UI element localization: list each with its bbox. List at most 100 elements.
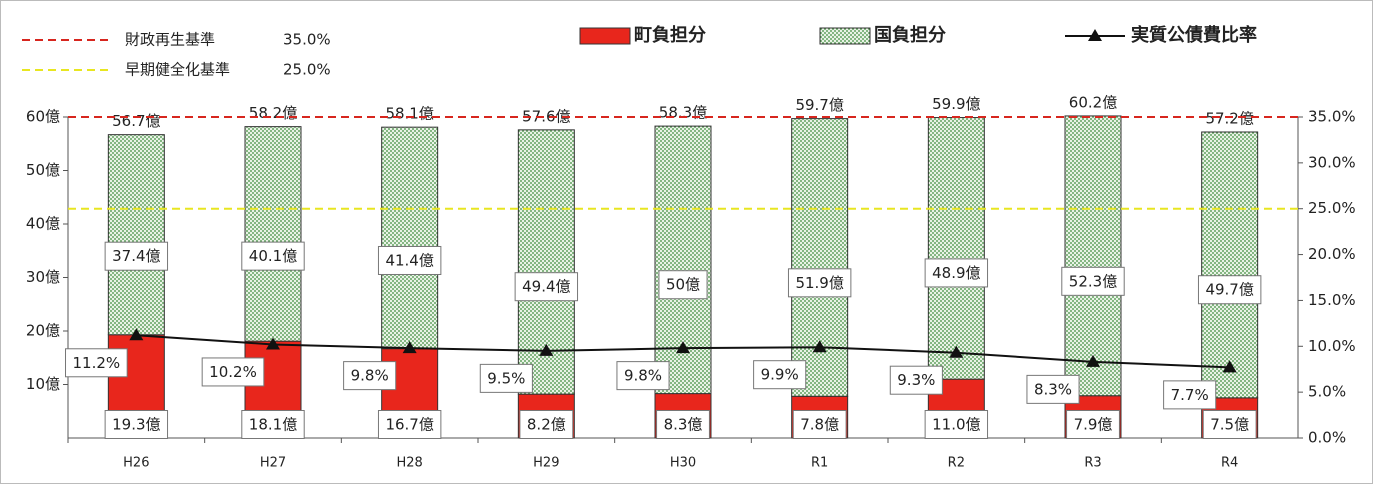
line-value-label-group: 9.5% (479, 363, 533, 393)
line-marker (402, 341, 417, 354)
x-tick-label: H28 (397, 456, 423, 471)
line-value-label: 8.3% (1034, 380, 1072, 398)
bar-value-label: 49.4億 (522, 278, 570, 296)
total-label: 58.3億 (659, 104, 707, 122)
line-value-label-group: 9.9% (753, 360, 807, 390)
y-tick-label: 10億 (26, 375, 60, 393)
line-value-label: 7.7% (1171, 386, 1209, 404)
legend-reference-value: 35.0% (283, 31, 331, 49)
y2-tick-label: 0.0% (1308, 429, 1346, 447)
bar-value-label-box (377, 245, 442, 275)
bar-value-label-group: 7.9億 (1066, 410, 1120, 439)
x-tick-label: H29 (533, 456, 559, 471)
bar-value-label-group: 18.1億 (241, 410, 305, 439)
total-label: 58.1億 (385, 105, 433, 123)
line-value-label-group: 11.2% (65, 348, 128, 378)
y-tick-label: 50億 (26, 161, 60, 179)
legend-label: 町負担分 (634, 24, 706, 46)
bar-value-label: 52.3億 (1069, 272, 1117, 290)
line-value-label-group: 8.3% (1026, 374, 1080, 404)
bar-segment (1064, 115, 1122, 397)
x-tick-label: R3 (1084, 456, 1101, 471)
bar-segment (791, 118, 849, 397)
line-value-label: 9.5% (487, 369, 525, 387)
line-value-label-box (479, 363, 533, 393)
line-value-label: 10.2% (209, 363, 257, 381)
bar-value-label: 37.4億 (112, 247, 160, 265)
bar-value-label-box (241, 241, 305, 271)
bar-value-label-box (792, 410, 847, 439)
line-marker (1222, 360, 1237, 373)
bar-value-label: 7.8億 (800, 416, 839, 434)
bar-value-label-box (241, 410, 305, 439)
total-label: 60.2億 (1069, 93, 1117, 111)
bar-value-label: 49.7億 (1205, 281, 1253, 299)
legend-label: 国負担分 (874, 24, 946, 46)
line-value-label-box (201, 357, 265, 387)
bar-value-label: 40.1億 (249, 247, 297, 265)
line-value-label-group: 9.8% (616, 361, 670, 391)
bar-value-label: 8.2億 (527, 416, 566, 434)
line-marker (129, 328, 144, 341)
bar-value-label-box (519, 410, 574, 439)
y-tick-label: 20億 (26, 322, 60, 340)
bar-value-label: 7.5億 (1210, 416, 1249, 434)
bar-value-label-group: 7.5億 (1202, 410, 1257, 439)
bar-value-label-group: 41.4億 (377, 245, 442, 275)
bar-value-label-group: 49.4億 (514, 272, 579, 302)
line-value-label: 9.8% (624, 367, 662, 385)
legend-label: 実質公債費比率 (1131, 24, 1257, 46)
bar-value-label-group: 7.8億 (792, 410, 847, 439)
bar-value-label-box (104, 410, 169, 439)
line-value-label-group: 10.2% (201, 357, 265, 387)
bar-value-label: 50億 (666, 276, 700, 294)
legend-reference-name: 財政再生基準 (125, 31, 215, 49)
y2-tick-label: 30.0% (1308, 153, 1356, 171)
bar-value-label-box (514, 272, 579, 302)
total-label: 56.7億 (112, 112, 160, 130)
bar-segment (244, 126, 302, 342)
y2-tick-label: 10.0% (1308, 337, 1356, 355)
line-value-label-group: 9.3% (889, 365, 943, 395)
bar-segment (927, 117, 985, 380)
legend-marker (1088, 29, 1102, 41)
bar-value-label-group: 11.0億 (924, 410, 989, 439)
line-value-label: 9.9% (761, 366, 799, 384)
bar-value-label-box (787, 268, 852, 298)
line-marker (1086, 354, 1100, 367)
total-label: 59.7億 (795, 96, 843, 114)
line-value-label-box (889, 365, 943, 395)
line-marker (949, 345, 964, 358)
bar-value-label: 19.3億 (112, 416, 160, 434)
bar-value-label-group: 16.7億 (377, 410, 442, 439)
y-tick-label: 30億 (26, 268, 60, 286)
legend-reference-name: 早期健全化基準 (125, 61, 230, 79)
bar-value-label-group: 8.3億 (656, 410, 710, 439)
bar-value-label-group: 48.9億 (924, 258, 989, 288)
bar-value-label: 16.7億 (385, 416, 433, 434)
line-value-label-box (616, 361, 670, 391)
x-tick-label: R1 (811, 456, 828, 471)
bar-value-label-box (1061, 266, 1125, 296)
bar-value-label-group: 40.1億 (241, 241, 305, 271)
bar-value-label-box (1197, 275, 1262, 305)
bar-value-label-group: 50億 (658, 270, 708, 300)
line-value-label-group: 9.8% (343, 361, 397, 391)
bar-value-label-box (658, 270, 708, 300)
bar-segment (654, 125, 712, 395)
x-tick-label: H27 (260, 456, 286, 471)
bar-value-label: 11.0億 (932, 416, 980, 434)
y2-tick-label: 35.0% (1308, 108, 1356, 126)
total-label: 57.2億 (1205, 109, 1253, 127)
y2-tick-label: 5.0% (1308, 383, 1346, 401)
total-label: 58.2億 (249, 104, 297, 122)
bar-segment (381, 126, 439, 350)
bar-value-label-group: 49.7億 (1197, 275, 1262, 305)
line-value-label: 9.3% (897, 371, 935, 389)
legend-swatch (819, 27, 871, 45)
bar-value-label: 51.9億 (795, 274, 843, 292)
line-marker (539, 343, 554, 356)
line-value-label: 9.8% (351, 367, 389, 385)
y2-tick-label: 20.0% (1308, 245, 1356, 263)
bar-value-label-box (1202, 410, 1257, 439)
